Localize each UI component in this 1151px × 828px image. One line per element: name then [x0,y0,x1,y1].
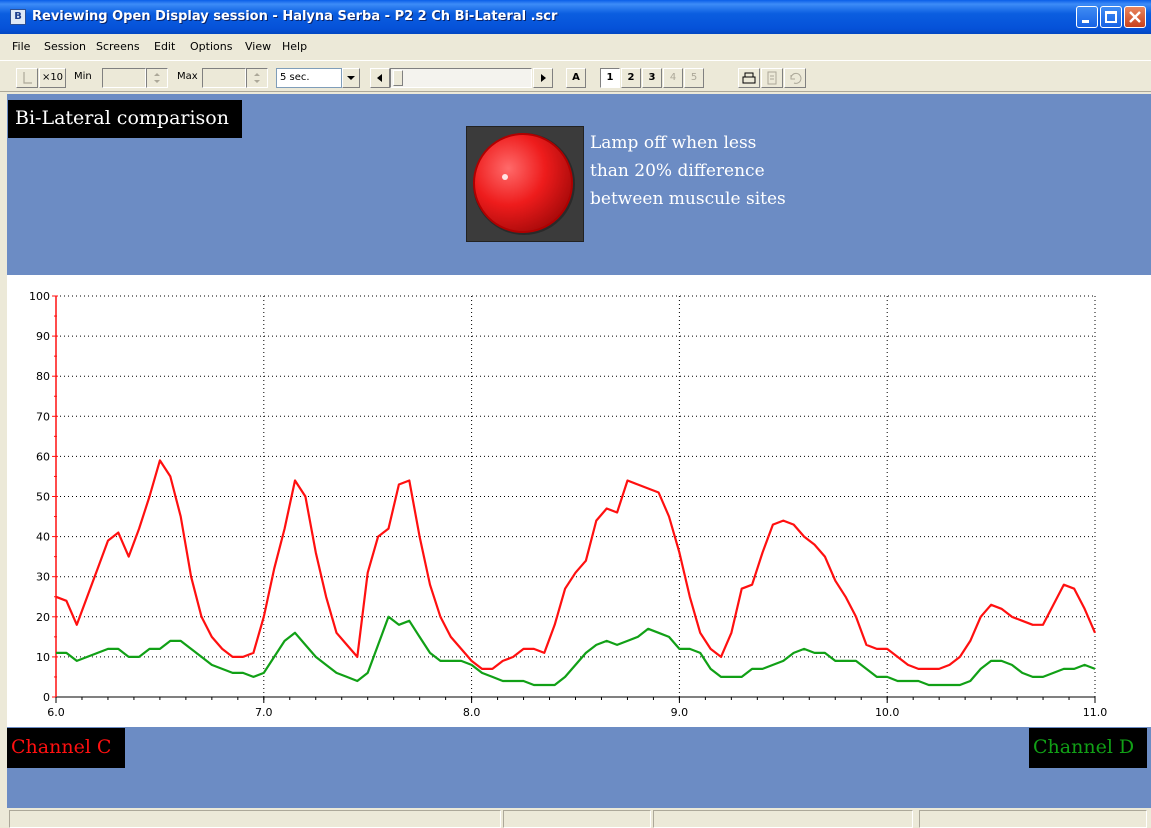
close-button[interactable] [1124,6,1146,28]
min-label: Min [74,71,92,82]
title-bar[interactable]: B Reviewing Open Display session - Halyn… [0,0,1151,34]
page-1-button[interactable]: 1 [600,68,620,88]
page-3-button[interactable]: 3 [642,68,662,88]
y-tick-label: 100 [29,290,50,303]
menu-options[interactable]: Options [190,40,233,53]
timebase-dropdown-button[interactable] [342,68,360,88]
y-tick-label: 10 [36,651,50,664]
lamp-icon [473,133,575,235]
series-line-channel-d [56,615,1096,687]
document-icon [767,71,777,85]
menu-file[interactable]: File [12,40,31,53]
scrollbar-thumb[interactable] [393,70,403,86]
arrow-right-icon [541,74,546,82]
y-tick-label: 40 [36,531,50,544]
page-4-button[interactable]: 4 [663,68,683,88]
maximize-button[interactable] [1100,6,1122,28]
channel-c-label: Channel C [7,728,125,768]
close-icon [1129,11,1141,23]
lamp-indicator [466,126,584,242]
max-label: Max [177,71,198,82]
app-icon[interactable]: B [10,9,26,25]
y-tick-label: 70 [36,410,50,423]
lamp-note-line: between muscule sites [590,189,786,209]
window-title: Reviewing Open Display session - Halyna … [32,9,558,24]
spinner-arrows-icon [254,73,260,83]
status-pane [653,810,913,828]
x-tick-label: 8.0 [463,706,481,719]
minimize-icon [1082,20,1089,23]
y-tick-label: 50 [36,491,50,504]
status-pane [919,810,1147,828]
axis-icon [23,72,32,84]
autoscale-button[interactable]: A [566,68,586,88]
max-spinner[interactable] [246,68,268,88]
y-tick-label: 0 [43,691,50,704]
maximize-icon [1105,11,1117,23]
print-button[interactable] [738,68,760,88]
screen-title: Bi-Lateral comparison [8,100,242,138]
x-tick-label: 6.0 [47,706,65,719]
lamp-note-line: than 20% difference [590,161,765,181]
scale-x10-button[interactable]: ×10 [39,68,66,88]
menu-screens[interactable]: Screens [96,40,140,53]
page-2-button[interactable]: 2 [621,68,641,88]
spinner-arrows-icon [154,73,160,83]
status-pane [503,810,651,828]
arrow-left-icon [377,74,382,82]
status-pane [9,810,501,828]
time-scrollbar[interactable] [390,68,532,88]
chart-svg: 0 10 20 30 40 50 60 70 80 90 100 6.0 7.0 8.0 9.0 10.0 11… [29,290,1108,719]
printer-icon [742,72,756,84]
x-tick-label: 9.0 [671,706,689,719]
undo-icon [790,72,802,84]
y-tick-label: 30 [36,571,50,584]
notes-button[interactable] [761,68,783,88]
menu-bar: File Session Screens Edit Options View H… [0,36,1151,58]
x-tick-label: 11.0 [1083,706,1108,719]
line-chart: 0 10 20 30 40 50 60 70 80 90 100 6.0 7.0 8.0 9.0 10.0 11… [7,275,1151,727]
menu-edit[interactable]: Edit [154,40,176,53]
scroll-right-button[interactable] [533,68,553,88]
series-line-channel-c [55,459,1097,670]
timebase-select[interactable]: 5 sec. [276,68,342,88]
menu-help[interactable]: Help [282,40,308,53]
max-field[interactable] [202,68,246,88]
scroll-left-button[interactable] [370,68,390,88]
y-tick-label: 80 [36,370,50,383]
x-tick-label: 10.0 [875,706,900,719]
menu-session[interactable]: Session [44,40,86,53]
min-field[interactable] [102,68,146,88]
min-spinner[interactable] [146,68,168,88]
toolbar: ×10 Min Max 5 sec. A 1 2 3 4 5 [0,60,1151,92]
lamp-note-line: Lamp off when less [590,133,757,153]
channel-d-label: Channel D [1029,728,1147,768]
minimize-button[interactable] [1076,6,1098,28]
y-tick-label: 90 [36,330,50,343]
y-tick-label: 60 [36,450,50,463]
page-5-button[interactable]: 5 [684,68,704,88]
menu-view[interactable]: View [245,40,272,53]
chevron-down-icon [347,76,355,80]
x-tick-label: 7.0 [255,706,273,719]
y-tick-label: 20 [36,611,50,624]
lamp-note: Lamp off when less than 20% difference b… [590,129,850,213]
status-bar [7,808,1151,828]
axis-button[interactable] [16,68,38,88]
undo-button[interactable] [784,68,806,88]
